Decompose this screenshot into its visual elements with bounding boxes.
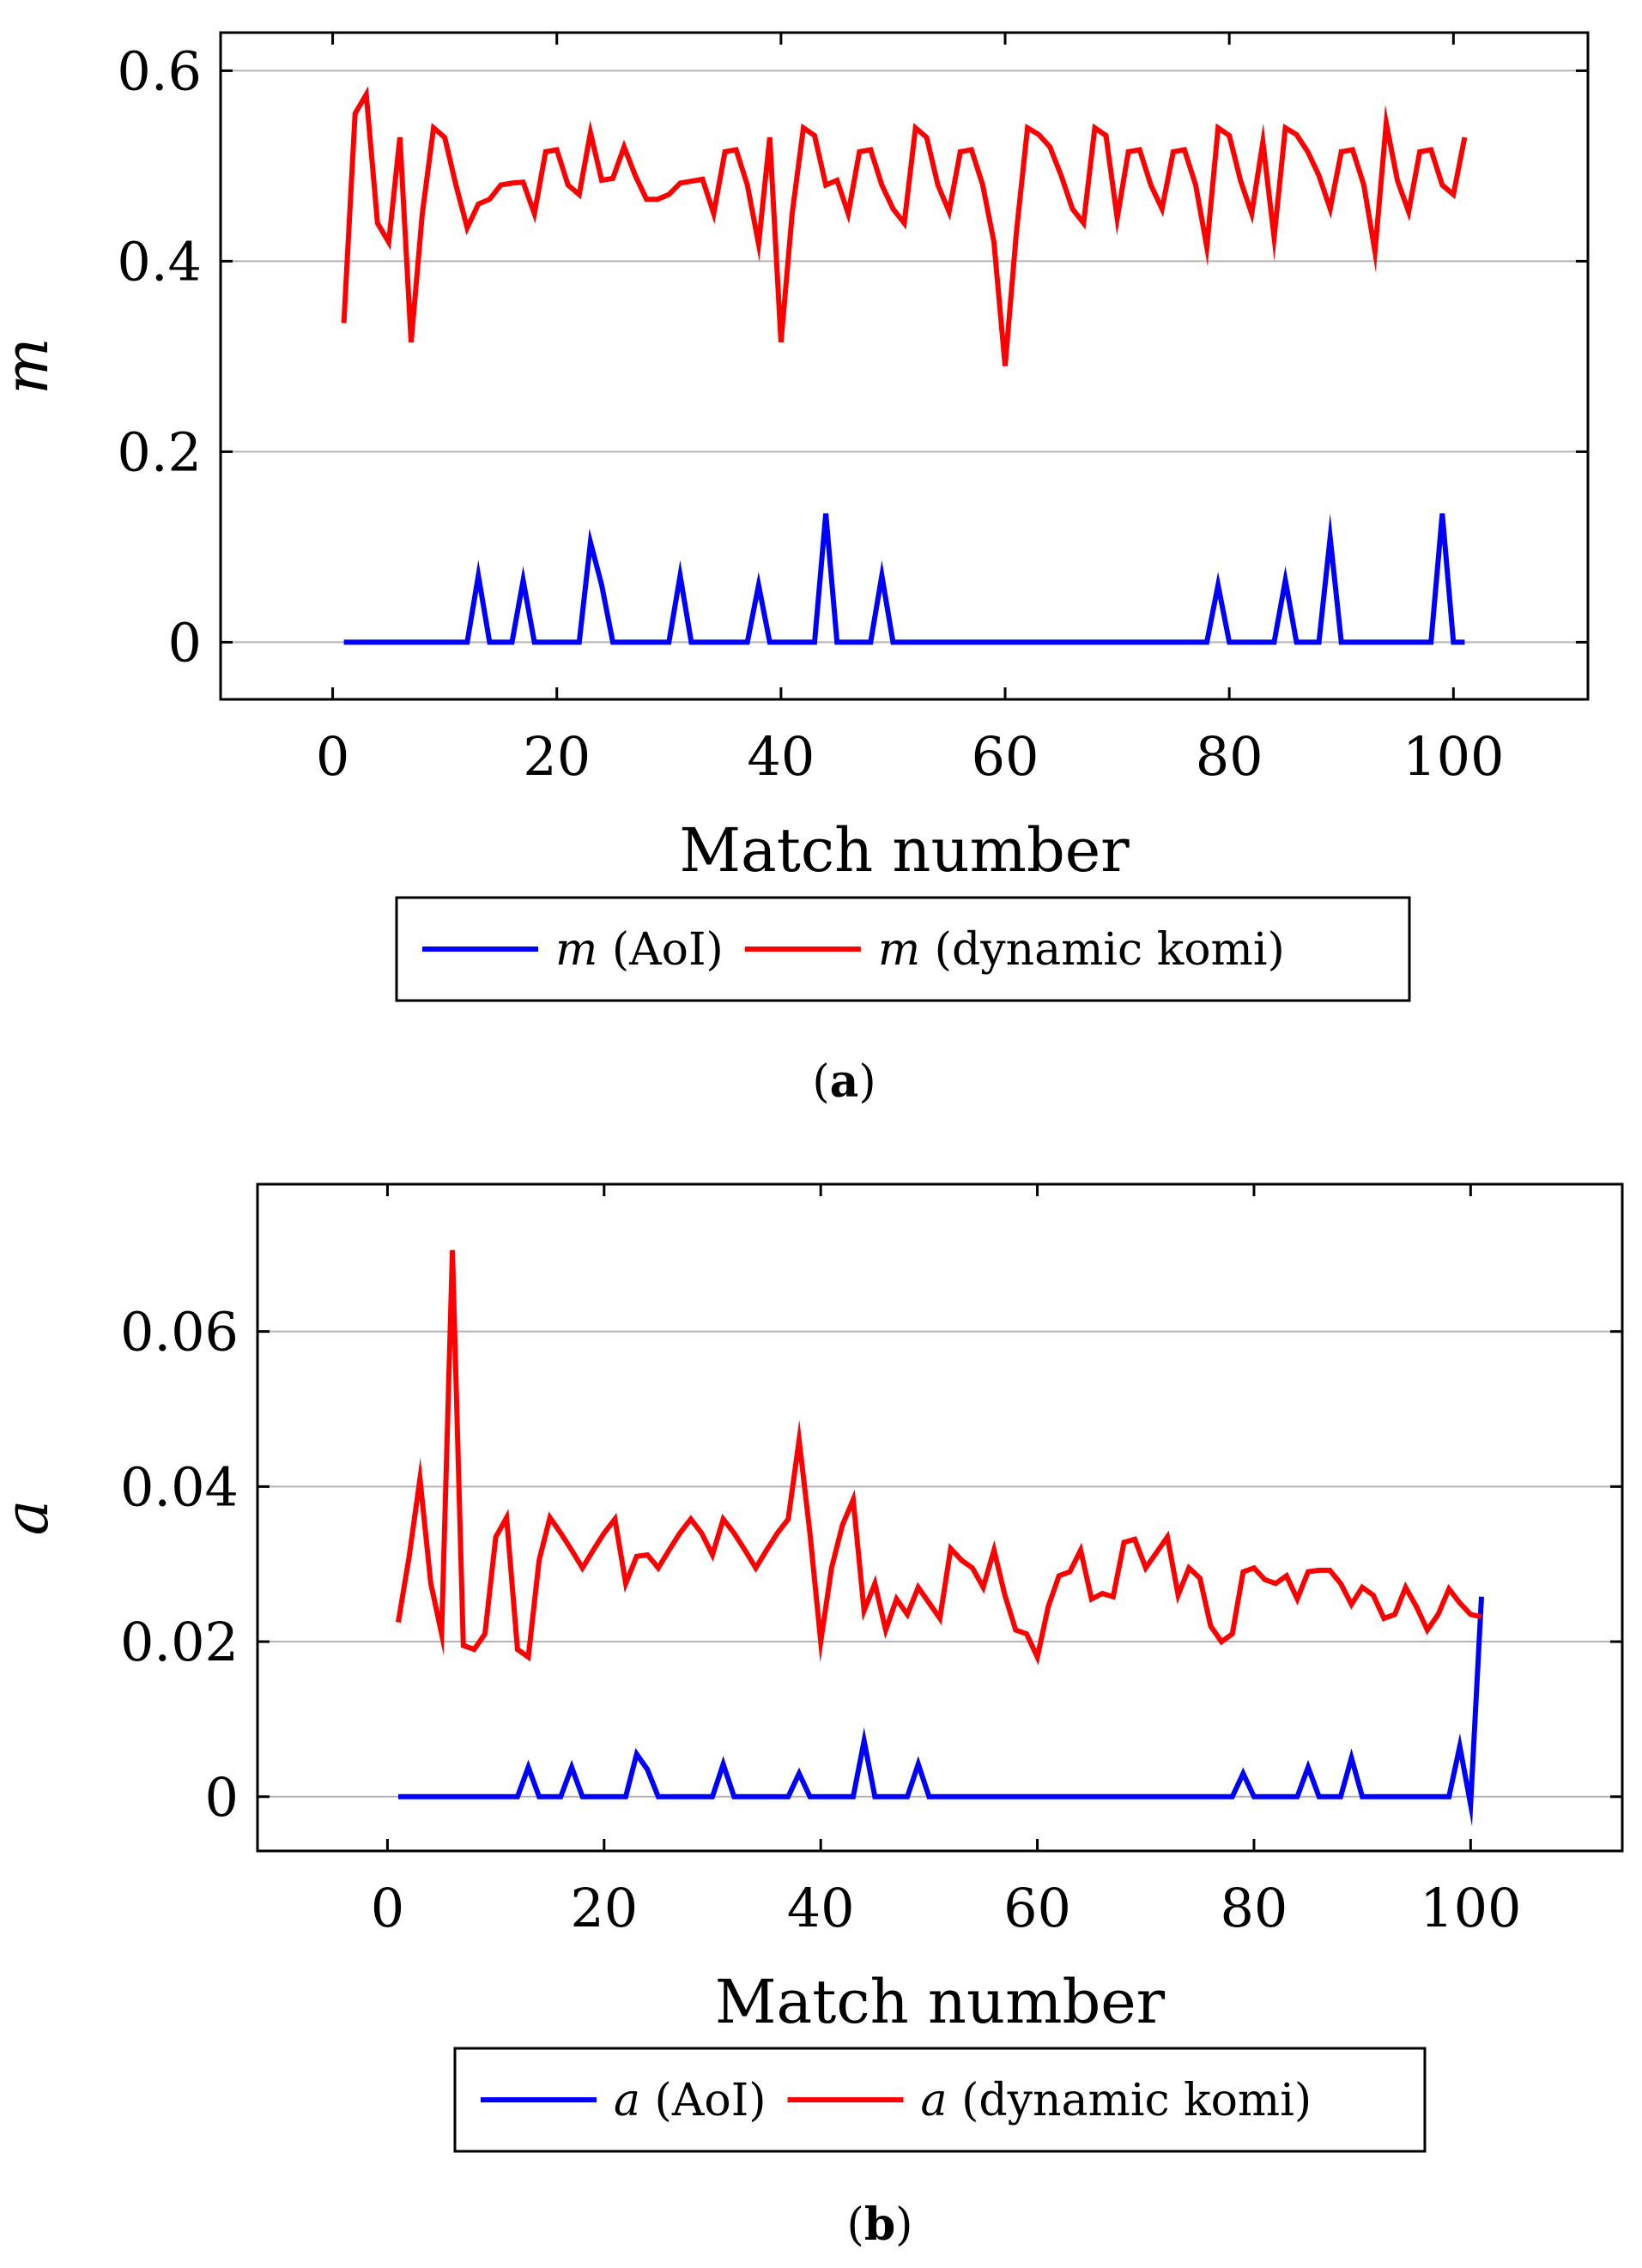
series-group [396, 1249, 1484, 1827]
plot-frame [219, 31, 1590, 701]
legend: a (AoI) a (dynamic komi) [453, 2047, 1427, 2153]
x-tick-label: 20 [570, 1877, 638, 1939]
panel-caption: (a) [812, 1055, 876, 1108]
y-axis-label: m [0, 337, 62, 394]
legend-symbol: a [614, 2075, 640, 2126]
legend-label-aoi: a (AoI) [614, 2075, 766, 2126]
x-tick-label: 80 [1220, 1877, 1288, 1939]
x-tick-label: 100 [1420, 1877, 1521, 1939]
legend-text: (dynamic komi) [948, 2075, 1312, 2126]
caption-open: ( [812, 1056, 829, 1108]
y-axis-label: a [0, 1500, 62, 1536]
x-tick-label: 0 [316, 725, 349, 788]
x-axis-label: Match number [679, 815, 1130, 886]
legend-label-dynamic-komi: m (dynamic komi) [878, 924, 1285, 976]
y-tick-label: 0.04 [120, 1455, 239, 1518]
legend-symbol: a [921, 2075, 948, 2126]
legend-symbol: m [878, 924, 920, 976]
caption-close: ) [858, 1056, 876, 1108]
panel-caption: (b) [847, 2198, 913, 2251]
legend-frame [453, 2047, 1427, 2153]
x-tick-label: 100 [1403, 725, 1504, 788]
y-tick-label: 0.06 [120, 1301, 239, 1364]
legend-symbol: m [555, 924, 597, 976]
series-line-aoi [343, 513, 1465, 645]
legend: m (AoI) m (dynamic komi) [395, 896, 1411, 1002]
caption-open: ( [847, 2199, 864, 2251]
y-tick-label: 0.6 [117, 39, 202, 102]
legend-frame [395, 896, 1411, 1002]
x-axis-label: Match number [715, 1967, 1166, 2037]
x-tick-label: 60 [1003, 1877, 1071, 1939]
x-tick-label: 20 [523, 725, 591, 788]
series-line-dynamic-komi [341, 86, 1468, 366]
x-tick-label: 0 [371, 1877, 404, 1939]
x-tick-label: 40 [787, 1877, 855, 1939]
y-tick-label: 0.02 [120, 1611, 239, 1673]
plot-frame [256, 1182, 1624, 1853]
x-tick-label: 40 [747, 725, 815, 788]
y-tick-label: 0 [205, 1766, 239, 1829]
legend-text: (AoI) [597, 924, 724, 976]
legend-label-dynamic-komi: a (dynamic komi) [921, 2075, 1312, 2126]
caption-close: ) [895, 2199, 912, 2251]
x-tick-label: 60 [972, 725, 1039, 788]
y-tick-label: 0.4 [117, 230, 202, 293]
x-tick-label: 80 [1196, 725, 1263, 788]
series-line-aoi [398, 1596, 1484, 1827]
caption-letter: b [864, 2198, 895, 2251]
series-group [341, 86, 1468, 645]
series-line-dynamic-komi [396, 1249, 1482, 1666]
y-tick-label: 0 [168, 611, 202, 674]
y-tick-label: 0.2 [117, 420, 202, 483]
legend-text: (dynamic komi) [920, 924, 1285, 976]
legend-label-aoi: m (AoI) [555, 924, 724, 976]
caption-letter: a [830, 1055, 859, 1108]
legend-text: (AoI) [640, 2075, 766, 2126]
